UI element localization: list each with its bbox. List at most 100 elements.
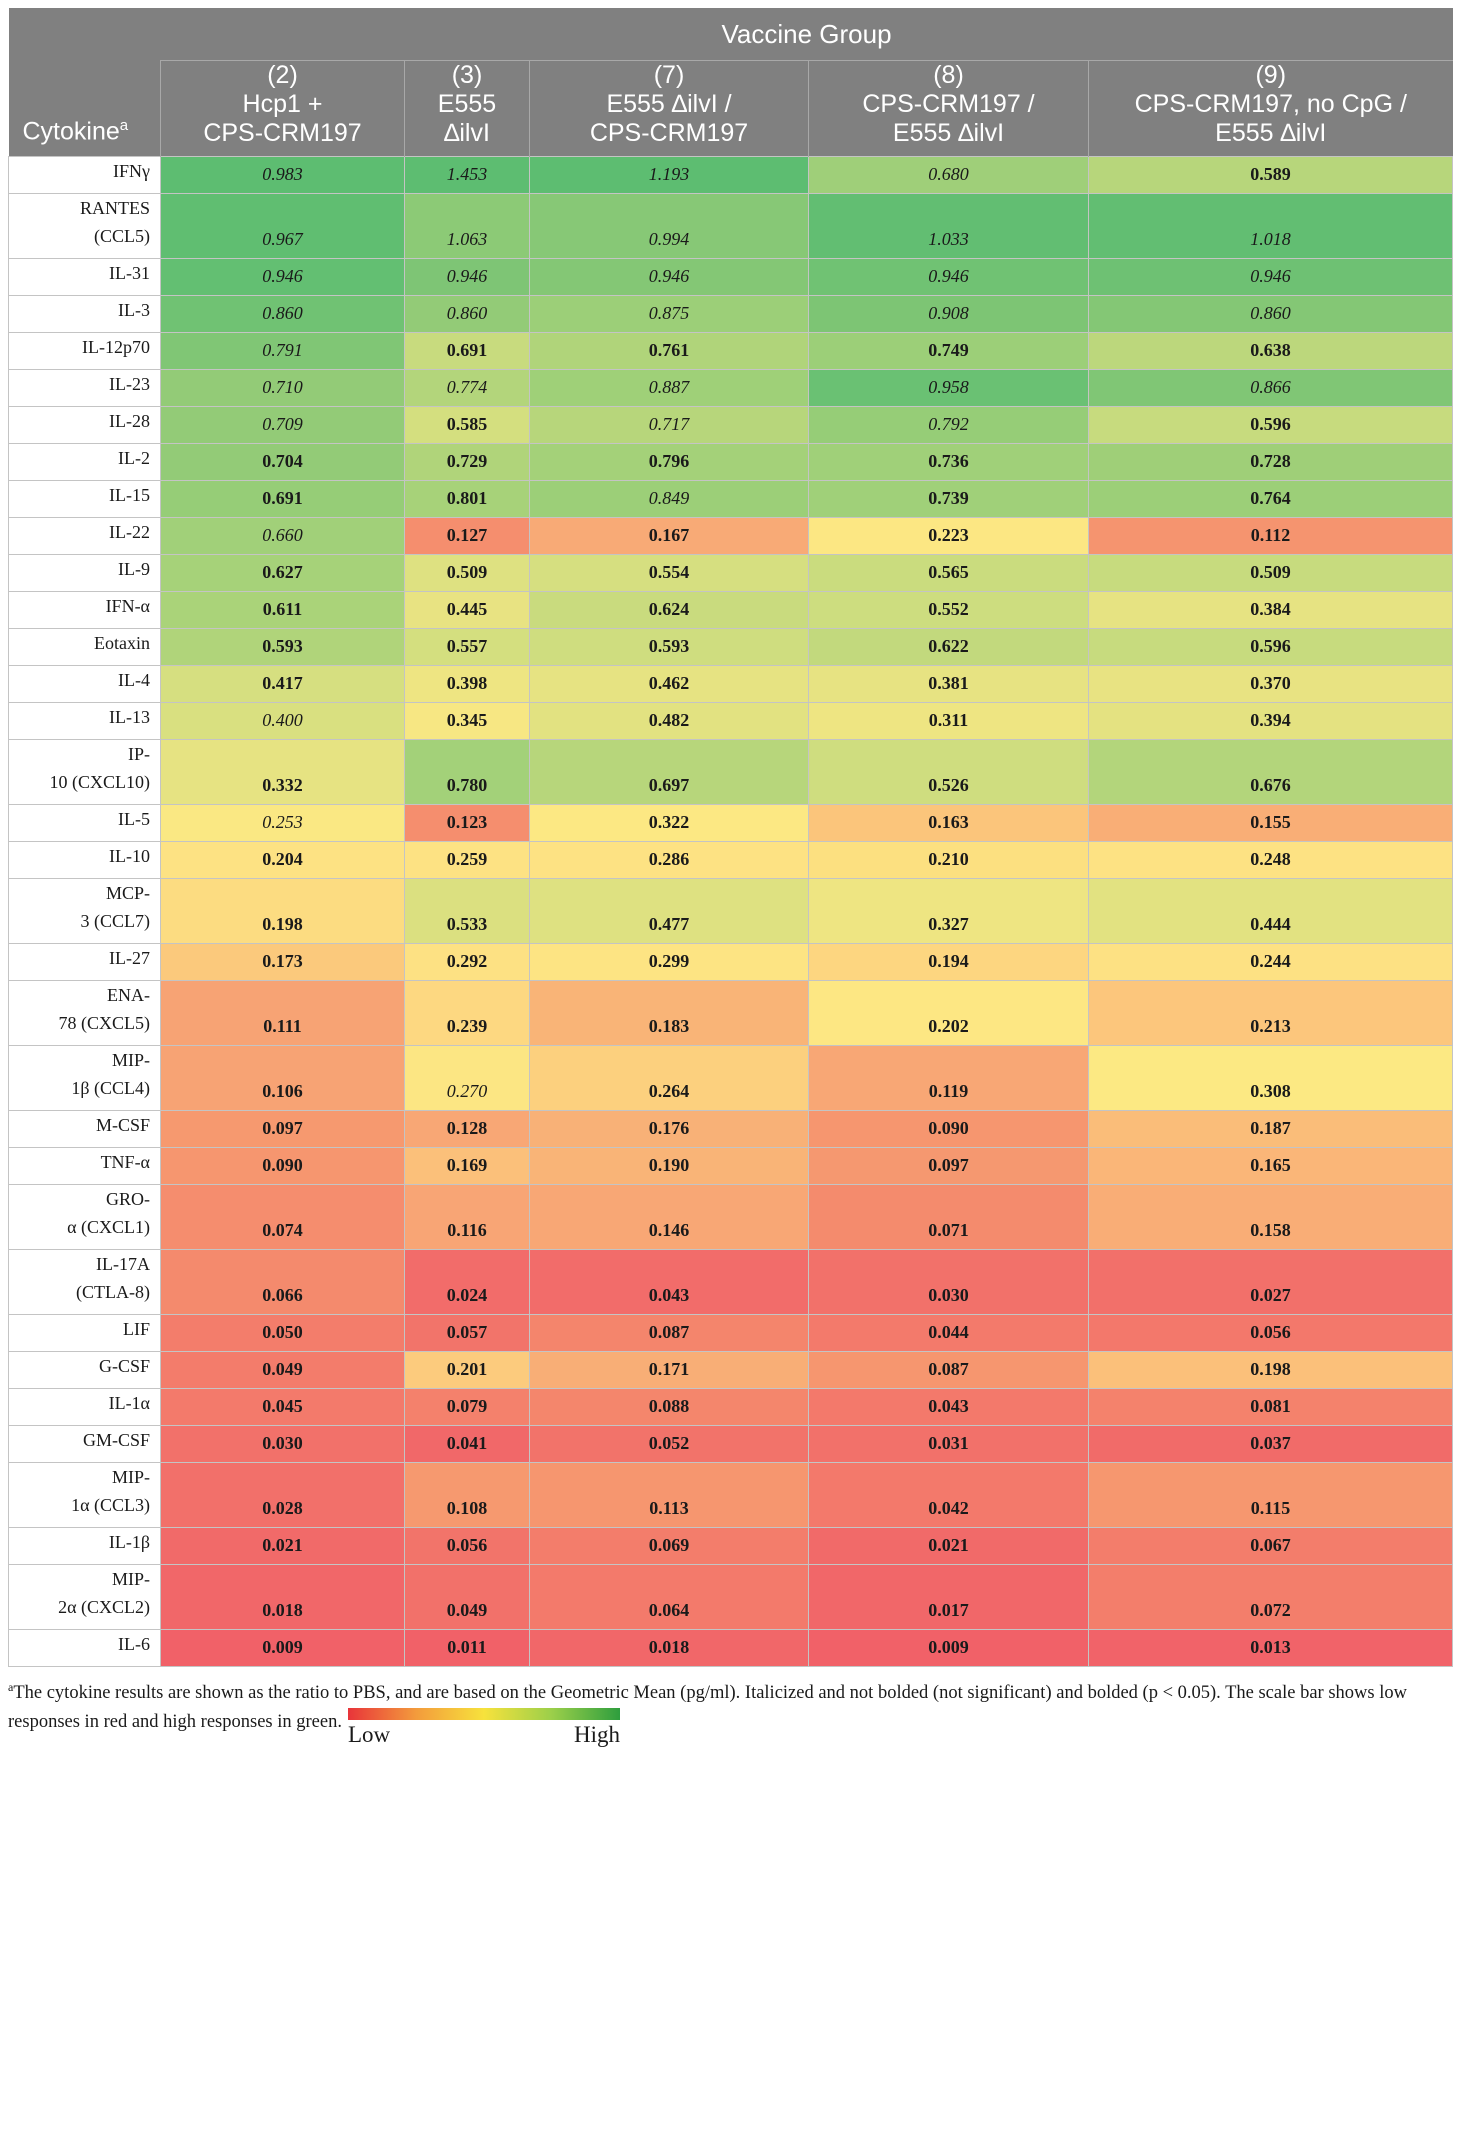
ratio-cell: 0.090: [160, 1147, 405, 1185]
table-row: MIP- 1β (CCL4) 0.106 0.270 0.264 0.119 0.308: [8, 1045, 1454, 1111]
table-row: IP- 10 (CXCL10) 0.332 0.780 0.697 0.526 0.676: [8, 739, 1454, 805]
cytokine-name: GM-CSF: [8, 1425, 161, 1463]
table-row: IL-6 0.009 0.011 0.018 0.009 0.013: [8, 1629, 1454, 1667]
cytokine-name: MIP- 2α (CXCL2): [8, 1564, 161, 1630]
ratio-cell: 0.244: [1087, 943, 1454, 981]
ratio-cell: 0.194: [808, 943, 1089, 981]
ratio-cell: 0.345: [404, 702, 530, 740]
column-header-line: (2): [267, 61, 298, 89]
column-header-line: CPS-CRM197, no CpG /: [1134, 90, 1407, 118]
cytokine-name: IL-22: [8, 517, 161, 555]
cytokine-name: IL-3: [8, 295, 161, 333]
ratio-cell: 1.063: [404, 193, 530, 259]
ratio-cell: 0.322: [529, 804, 809, 842]
ratio-cell: 0.482: [529, 702, 809, 740]
ratio-cell: 0.027: [1087, 1249, 1454, 1315]
ratio-cell: 0.127: [404, 517, 530, 555]
ratio-cell: 0.554: [529, 554, 809, 592]
ratio-cell: 0.123: [404, 804, 530, 842]
ratio-cell: 0.585: [404, 406, 530, 444]
ratio-cell: 0.552: [808, 591, 1089, 629]
table-row: IL-3 0.860 0.860 0.875 0.908 0.860: [8, 295, 1454, 333]
ratio-cell: 0.259: [404, 841, 530, 879]
ratio-cell: 0.116: [404, 1184, 530, 1250]
ratio-cell: 0.052: [529, 1425, 809, 1463]
cytokine-name: Eotaxin: [8, 628, 161, 666]
ratio-cell: 0.111: [160, 980, 405, 1046]
ratio-cell: 0.079: [404, 1388, 530, 1426]
ratio-cell: 0.021: [160, 1527, 405, 1565]
column-header-group: (7) E555 ∆ilvI / CPS-CRM197: [529, 60, 809, 157]
ratio-cell: 0.202: [808, 980, 1089, 1046]
table-row: IL-12p70 0.791 0.691 0.761 0.749 0.638: [8, 332, 1454, 370]
ratio-cell: 0.691: [404, 332, 530, 370]
ratio-cell: 0.146: [529, 1184, 809, 1250]
ratio-cell: 0.043: [529, 1249, 809, 1315]
column-header-line: E555: [437, 90, 497, 118]
column-header-line: E555 ∆ilvI /: [606, 90, 732, 118]
ratio-cell: 0.090: [808, 1110, 1089, 1148]
column-header-line: E555 ∆ilvI: [1215, 119, 1327, 147]
ratio-cell: 0.791: [160, 332, 405, 370]
ratio-cell: 0.067: [1087, 1527, 1454, 1565]
cytokine-name: IFNγ: [8, 156, 161, 194]
table-row: IL-1β 0.021 0.056 0.069 0.021 0.067: [8, 1527, 1454, 1565]
ratio-cell: 0.155: [1087, 804, 1454, 842]
ratio-cell: 0.011: [404, 1629, 530, 1667]
ratio-cell: 0.676: [1087, 739, 1454, 805]
ratio-cell: 0.417: [160, 665, 405, 703]
ratio-cell: 0.462: [529, 665, 809, 703]
ratio-cell: 0.308: [1087, 1045, 1454, 1111]
ratio-cell: 0.158: [1087, 1184, 1454, 1250]
ratio-cell: 0.624: [529, 591, 809, 629]
cytokine-name: GRO-α (CXCL1): [8, 1184, 161, 1250]
ratio-cell: 0.509: [1087, 554, 1454, 592]
ratio-cell: 0.565: [808, 554, 1089, 592]
ratio-cell: 0.081: [1087, 1388, 1454, 1426]
ratio-cell: 0.946: [529, 258, 809, 296]
column-header-row: (2) Hcp1 + CPS-CRM197 (3) E555 ∆ilvI (7) E555 ∆…: [9, 60, 1453, 157]
cytokine-table-wrapper: Cytokinea Vaccine Group (2) Hcp1 + CPS-CRM…: [8, 8, 1454, 1752]
ratio-cell: 0.849: [529, 480, 809, 518]
ratio-cell: 0.292: [404, 943, 530, 981]
ratio-cell: 0.198: [160, 878, 405, 944]
ratio-cell: 0.796: [529, 443, 809, 481]
ratio-cell: 0.946: [808, 258, 1089, 296]
cytokine-name: IL-31: [8, 258, 161, 296]
ratio-cell: 1.018: [1087, 193, 1454, 259]
ratio-cell: 0.509: [404, 554, 530, 592]
ratio-cell: 0.030: [808, 1249, 1089, 1315]
scale-gradient: [347, 1708, 620, 1721]
ratio-cell: 0.749: [808, 332, 1089, 370]
table-row: IL-27 0.173 0.292 0.299 0.194 0.244: [8, 943, 1454, 981]
ratio-cell: 0.013: [1087, 1629, 1454, 1667]
ratio-cell: 0.660: [160, 517, 405, 555]
ratio-cell: 0.958: [808, 369, 1089, 407]
ratio-cell: 0.064: [529, 1564, 809, 1630]
table-row: Eotaxin 0.593 0.557 0.593 0.622 0.596: [8, 628, 1454, 666]
ratio-cell: 0.801: [404, 480, 530, 518]
ratio-cell: 1.193: [529, 156, 809, 194]
ratio-cell: 0.031: [808, 1425, 1089, 1463]
ratio-cell: 0.627: [160, 554, 405, 592]
column-header-line: (3): [451, 61, 483, 89]
ratio-cell: 0.253: [160, 804, 405, 842]
cytokine-name: IL-28: [8, 406, 161, 444]
ratio-cell: 0.204: [160, 841, 405, 879]
ratio-cell: 0.611: [160, 591, 405, 629]
ratio-cell: 0.009: [808, 1629, 1089, 1667]
column-header-group: (3) E555 ∆ilvI: [404, 60, 530, 157]
table-row: IL-23 0.710 0.774 0.887 0.958 0.866: [8, 369, 1454, 407]
table-row: LIF 0.050 0.057 0.087 0.044 0.056: [8, 1314, 1454, 1352]
ratio-cell: 0.167: [529, 517, 809, 555]
ratio-cell: 0.780: [404, 739, 530, 805]
table-row: IL-9 0.627 0.509 0.554 0.565 0.509: [8, 554, 1454, 592]
cytokine-name: IL-6: [8, 1629, 161, 1667]
table-row: IL-4 0.417 0.398 0.462 0.381 0.370: [8, 665, 1454, 703]
column-header-line: (9): [1255, 61, 1287, 89]
ratio-cell: 0.709: [160, 406, 405, 444]
ratio-cell: 0.043: [808, 1388, 1089, 1426]
ratio-cell: 0.593: [529, 628, 809, 666]
ratio-cell: 0.736: [808, 443, 1089, 481]
cytokine-name: IL-4: [8, 665, 161, 703]
